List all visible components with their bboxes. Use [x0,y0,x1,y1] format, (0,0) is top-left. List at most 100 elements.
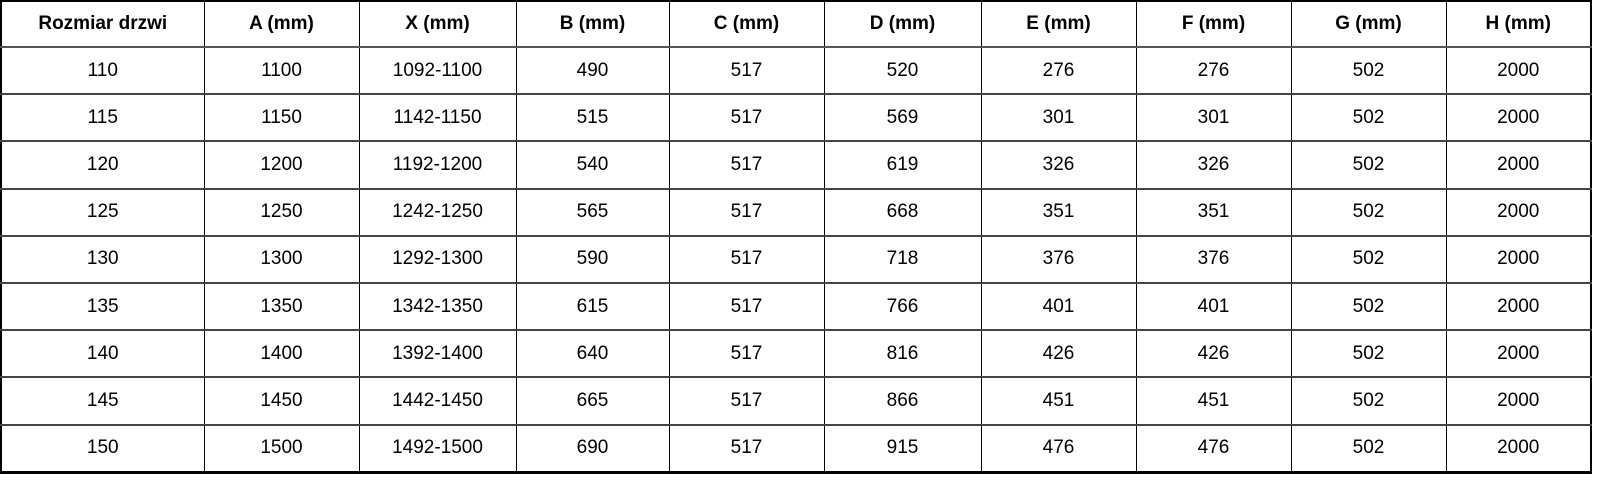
table-cell: 451 [980,377,1137,426]
table-cell: 1492-1500 [358,424,517,474]
table-cell: 2000 [1445,141,1592,190]
table-cell: 1200 [203,141,360,190]
door-size-cell: 110 [0,47,205,96]
column-header: X (mm) [358,0,517,48]
table-cell: 1142-1150 [358,94,517,143]
door-size-cell: 145 [0,377,205,426]
door-size-cell: 130 [0,235,205,284]
table-cell: 502 [1290,377,1447,426]
table-cell: 276 [1135,47,1292,96]
table-cell: 517 [668,94,825,143]
table-cell: 590 [515,235,670,284]
table-cell: 665 [515,377,670,426]
column-header: H (mm) [1445,0,1592,48]
table-cell: 1100 [203,47,360,96]
table-cell: 2000 [1445,188,1592,237]
table-cell: 276 [980,47,1137,96]
table-cell: 517 [668,282,825,332]
table-cell: 376 [980,235,1137,284]
table-cell: 1300 [203,235,360,284]
column-header: Rozmiar drzwi [0,0,205,48]
column-header: D (mm) [823,0,982,48]
table-row: 125 1250 1242-1250 565 517 668 351 351 502 2000 [0,188,1592,237]
table-cell: 1250 [203,188,360,237]
table-cell: 520 [823,47,982,96]
table-cell: 517 [668,424,825,474]
table-cell: 517 [668,235,825,284]
door-size-cell: 125 [0,188,205,237]
table-cell: 351 [980,188,1137,237]
table-cell: 502 [1290,235,1447,284]
table-cell: 476 [980,424,1137,474]
table-row: 120 1200 1192-1200 540 517 619 326 326 502 2000 [0,141,1592,190]
table-cell: 1292-1300 [358,235,517,284]
table-cell: 1350 [203,282,360,332]
table-cell: 2000 [1445,424,1592,474]
table-cell: 718 [823,235,982,284]
door-size-cell: 140 [0,330,205,379]
table-cell: 766 [823,282,982,332]
table-cell: 690 [515,424,670,474]
table-cell: 1450 [203,377,360,426]
table-cell: 816 [823,330,982,379]
table-row: 145 1450 1442-1450 665 517 866 451 451 502 2000 [0,377,1592,426]
table-cell: 1150 [203,94,360,143]
table-cell: 1392-1400 [358,330,517,379]
table-cell: 351 [1135,188,1292,237]
table-cell: 502 [1290,141,1447,190]
door-size-cell: 120 [0,141,205,190]
table-cell: 517 [668,330,825,379]
table-cell: 502 [1290,47,1447,96]
header-row: Rozmiar drzwi A (mm) X (mm) B (mm) C (mm) D (… [0,0,1592,48]
table-cell: 619 [823,141,982,190]
table-cell: 451 [1135,377,1292,426]
table-cell: 565 [515,188,670,237]
table-row: 150 1500 1492-1500 690 517 915 476 476 502 2000 [0,424,1592,474]
table-cell: 2000 [1445,377,1592,426]
table-cell: 915 [823,424,982,474]
table-cell: 2000 [1445,47,1592,96]
table-cell: 569 [823,94,982,143]
column-header: C (mm) [668,0,825,48]
table-cell: 326 [980,141,1137,190]
table-row: 140 1400 1392-1400 640 517 816 426 426 502 2000 [0,330,1592,379]
table-cell: 326 [1135,141,1292,190]
table-cell: 1400 [203,330,360,379]
table-cell: 517 [668,377,825,426]
table-row: 115 1150 1142-1150 515 517 569 301 301 502 2000 [0,94,1592,143]
table-cell: 426 [980,330,1137,379]
table-cell: 301 [980,94,1137,143]
table-cell: 490 [515,47,670,96]
table-cell: 301 [1135,94,1292,143]
column-header: F (mm) [1135,0,1292,48]
column-header: B (mm) [515,0,670,48]
table-cell: 502 [1290,330,1447,379]
table-cell: 615 [515,282,670,332]
table-cell: 1442-1450 [358,377,517,426]
table-cell: 401 [1135,282,1292,332]
column-header: E (mm) [980,0,1137,48]
table-cell: 640 [515,330,670,379]
table-cell: 2000 [1445,94,1592,143]
table-cell: 502 [1290,424,1447,474]
table-cell: 502 [1290,282,1447,332]
table-cell: 1192-1200 [358,141,517,190]
table-row: 130 1300 1292-1300 590 517 718 376 376 502 2000 [0,235,1592,284]
table-cell: 668 [823,188,982,237]
table-cell: 1342-1350 [358,282,517,332]
table-cell: 2000 [1445,235,1592,284]
table-cell: 540 [515,141,670,190]
table-cell: 476 [1135,424,1292,474]
door-size-table: Rozmiar drzwi A (mm) X (mm) B (mm) C (mm) D (… [0,0,1592,474]
table-cell: 2000 [1445,282,1592,332]
table-cell: 502 [1290,188,1447,237]
door-size-cell: 135 [0,282,205,332]
table-cell: 517 [668,141,825,190]
table-cell: 401 [980,282,1137,332]
table-head: Rozmiar drzwi A (mm) X (mm) B (mm) C (mm) D (… [0,0,1592,48]
table-cell: 1092-1100 [358,47,517,96]
table-cell: 1242-1250 [358,188,517,237]
door-size-cell: 150 [0,424,205,474]
column-header: A (mm) [203,0,360,48]
